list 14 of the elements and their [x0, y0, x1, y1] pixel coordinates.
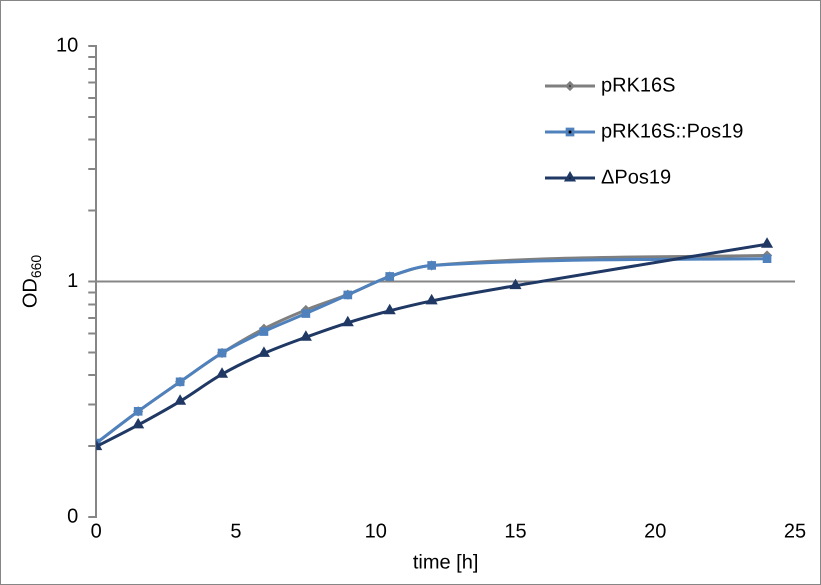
legend-label: pRK16S [601, 74, 676, 97]
x-tick-label: 25 [784, 520, 806, 543]
x-tick-label: 10 [364, 520, 387, 543]
y-tick-label: 10 [56, 34, 78, 57]
x-tick-label: 0 [90, 520, 102, 543]
legend-label: pRK16S::Pos19 [601, 120, 744, 143]
y-tick-label: 0 [67, 506, 78, 528]
x-tick-label: 15 [504, 520, 527, 543]
y-tick-label: 1 [67, 270, 78, 292]
x-axis-title: time [h] [412, 552, 478, 574]
legend-label: ΔPos19 [601, 166, 672, 189]
y-axis-title: OD660 [20, 254, 44, 308]
x-tick-label: 20 [644, 520, 666, 543]
x-tick-label: 5 [230, 520, 242, 543]
